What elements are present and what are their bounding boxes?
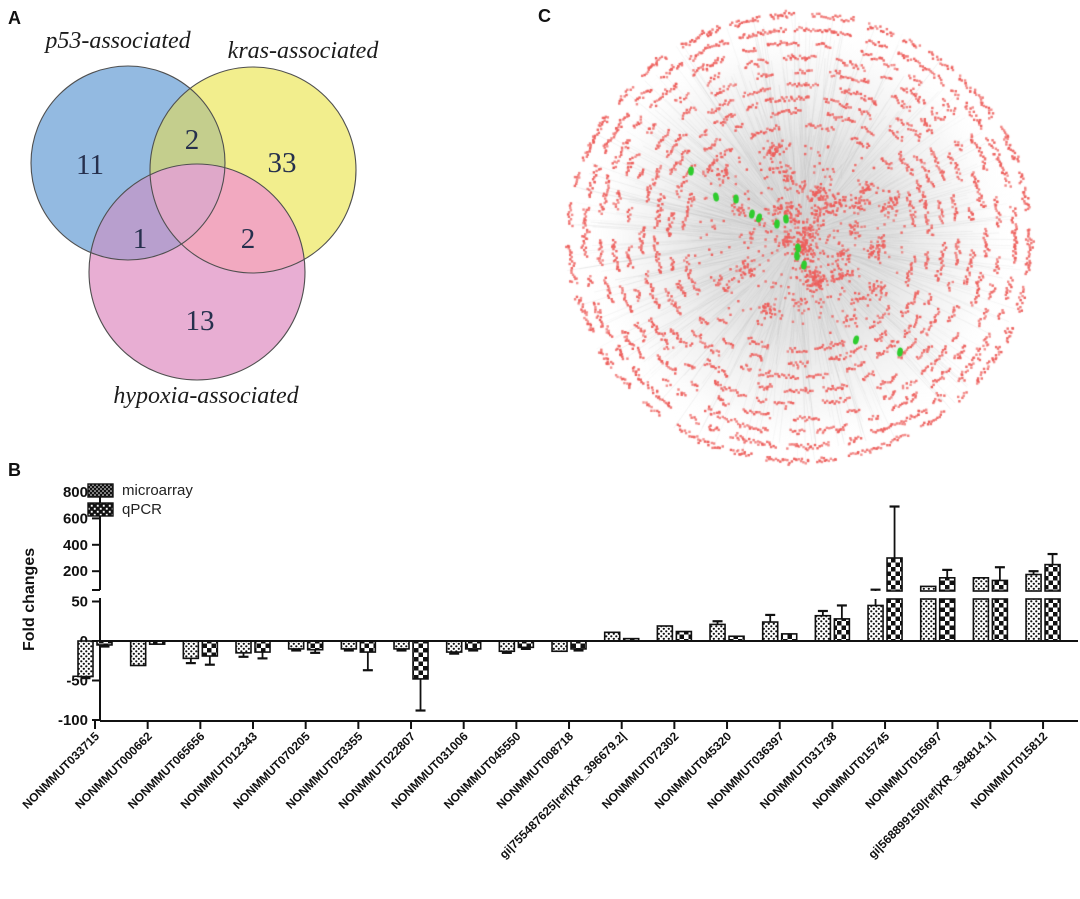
venn-count-kras-hypoxia: 2 <box>241 223 256 255</box>
bar-microarray-17-lower <box>972 598 990 642</box>
venn-label-p53: p53-associated <box>43 28 191 54</box>
bar-microarray-13 <box>761 621 779 642</box>
bar-qPCR-13 <box>780 633 798 642</box>
y-tick-label-upper: 800 <box>63 484 88 501</box>
venn-overlap-p53-hypoxia <box>89 164 225 260</box>
venn-diagram: p53-associated kras-associated hypoxia-a… <box>30 28 380 409</box>
y-tick-label-lower: -100 <box>58 712 88 729</box>
venn-outlines <box>30 65 357 381</box>
bar-qPCR-6 <box>412 640 429 680</box>
bar-qPCR-2 <box>201 640 219 657</box>
bar-qPCR-3 <box>254 640 271 653</box>
bar-qPCR-11 <box>675 630 693 642</box>
y-tick-label-upper: 200 <box>63 563 88 580</box>
venn-count-p53-kras: 2 <box>185 124 200 156</box>
network-graph <box>545 0 1080 480</box>
bar-qPCR-9 <box>570 640 587 650</box>
legend-label-qPCR: qPCR <box>122 501 162 518</box>
legend-label-microarray: microarray <box>122 482 193 499</box>
bar-qPCR-18-upper <box>1044 563 1061 592</box>
bar-microarray-7 <box>445 640 463 653</box>
bar-qPCR-15-upper <box>886 557 903 592</box>
panel-b-label: B <box>8 460 21 480</box>
bar-microarray-16-upper <box>919 585 937 592</box>
bar-qPCR-17-lower <box>991 598 1009 642</box>
bar-qPCR-17-upper <box>991 579 1009 592</box>
bar-microarray-16-lower <box>919 598 937 642</box>
y-axis-title: Fold changes <box>21 548 38 651</box>
bar-microarray-8 <box>498 640 516 653</box>
venn-label-kras: kras-associated <box>228 38 380 64</box>
bar-qPCR-14 <box>833 618 851 642</box>
venn-count-p53-hypoxia: 1 <box>133 223 148 255</box>
bar-microarray-18-lower <box>1025 598 1042 642</box>
bar-qPCR-15-lower <box>886 598 903 642</box>
venn-label-hypoxia: hypoxia-associated <box>113 383 299 409</box>
bar-microarray-6 <box>393 640 410 650</box>
bar-microarray-10 <box>603 631 621 642</box>
bar-microarray-15 <box>867 604 884 642</box>
legend-swatch-qPCR <box>87 502 114 517</box>
panel-a-label: A <box>8 8 21 28</box>
venn-count-p53-only: 11 <box>76 149 104 181</box>
bar-qPCR-5 <box>359 640 377 653</box>
bar-microarray-11 <box>656 625 674 642</box>
bar-qPCR-4 <box>306 640 324 651</box>
bar-qPCR-18-lower <box>1044 598 1061 642</box>
bar-microarray-17-upper <box>972 576 990 592</box>
bar-microarray-0 <box>77 640 94 678</box>
bar-qPCR-7 <box>464 640 482 650</box>
y-tick-label-upper: 600 <box>63 510 88 527</box>
legend-swatch-microarray <box>87 483 114 498</box>
venn-count-kras-only: 33 <box>268 147 297 179</box>
y-tick-label-lower: 50 <box>71 594 88 611</box>
bar-qPCR-16-lower <box>938 598 956 642</box>
bar-microarray-1 <box>129 640 147 667</box>
y-tick-label-upper: 400 <box>63 537 88 554</box>
venn-count-hypoxia-only: 13 <box>186 305 215 337</box>
bar-qPCR-16-upper <box>938 576 956 592</box>
bar-microarray-3 <box>235 640 252 654</box>
bar-microarray-5 <box>340 640 358 650</box>
bar-microarray-2 <box>182 640 200 660</box>
bar-microarray-9 <box>551 640 568 653</box>
bar-microarray-4 <box>287 640 305 650</box>
bar-microarray-18-upper <box>1025 573 1042 592</box>
bar-microarray-14 <box>814 614 832 642</box>
bar-microarray-12 <box>709 623 726 642</box>
